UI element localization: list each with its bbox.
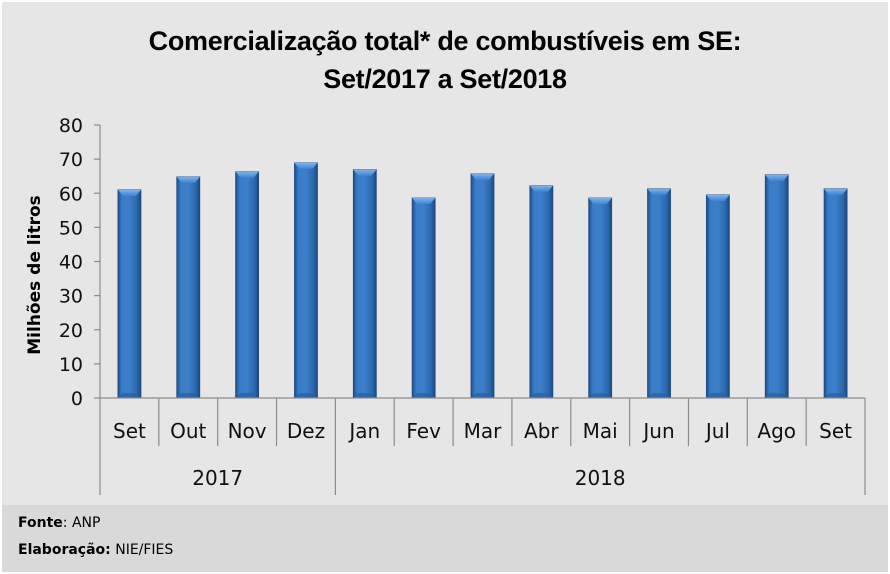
chart-title-block: Comercialização total* de combustíveis e… [0,22,890,98]
bar-cap [176,176,200,183]
bar-body [411,197,436,399]
bar-cap [412,198,436,205]
bar [470,173,495,399]
x-group-label: 2018 [575,466,626,490]
bar-body [352,169,377,399]
bar-body [117,189,142,399]
bar-cap [824,188,848,195]
bar-body [294,162,318,399]
bar-body [764,174,789,399]
x-category-label: Dez [287,419,325,443]
y-axis: 0 10 20 30 40 50 60 70 80 [59,115,101,410]
bar-body [705,194,730,399]
bar-cap [294,162,318,169]
source-label: Fonte [18,515,63,531]
x-category-label: Fev [406,419,441,443]
bar [647,188,671,399]
y-tick-label: 50 [59,217,83,239]
bar [235,171,260,399]
bar [411,197,436,399]
bar [352,169,377,399]
bar-base [706,393,730,398]
bar-base [529,393,553,398]
credit-label: Elaboração: [18,542,111,558]
x-category-label: Set [113,419,146,443]
bar-cap [588,198,612,205]
bar-base [235,393,259,398]
bar-base [294,393,318,398]
bar-body [176,176,201,399]
bar-base [412,393,436,398]
chart-subtitle: Set/2017 a Set/2018 [323,64,567,94]
y-tick-label: 80 [59,115,83,137]
x-category-label: Out [170,419,206,443]
x-category-label: Ago [757,419,796,443]
bar [529,185,554,399]
bar-base [117,393,141,398]
bar-base [176,393,200,398]
bar-cap [471,173,494,180]
bar-body [529,185,554,399]
x-category-label: Nov [228,419,267,443]
bar-cap [529,185,553,192]
credit-line: Elaboração: NIE/FIES [18,542,173,558]
bar-cap [235,171,259,178]
y-tick-label: 10 [59,354,83,376]
bar [294,162,318,399]
bar-base [765,393,789,398]
x-group-label: 2017 [192,466,243,490]
y-tick-label: 30 [59,286,83,308]
bar [823,188,848,399]
bars-group [117,162,848,399]
y-tick-label: 40 [59,252,83,274]
bar-base [353,393,377,398]
bar-base [588,393,612,398]
bar-cap [647,188,671,195]
bar [764,174,789,399]
x-category-label: Abr [524,419,559,443]
source-line: Fonte: ANP [18,515,100,531]
x-category-label: Jan [347,419,380,443]
bar [705,194,730,399]
y-tick-label: 60 [59,183,83,205]
bar [176,176,201,399]
x-category-label: Jun [641,419,674,443]
bar-body [823,188,848,399]
credit-value: NIE/FIES [110,542,174,558]
bar-body [470,173,495,399]
x-category-label: Jul [704,419,730,443]
y-tick-label: 20 [59,320,83,342]
x-axis: Set Out Nov Dez Jan Fev Mar Abr Mai Jun Jul Ago Set 2… [99,397,866,495]
chart-title: Comercialização total* de combustíveis e… [148,26,742,56]
bar [588,197,613,399]
y-axis-title: Milhões de litros [25,195,45,355]
bar-base [824,393,848,398]
bar-body [647,188,671,399]
y-tick-label: 70 [59,149,83,171]
x-category-label: Mai [583,419,618,443]
bar-base [471,393,494,398]
x-category-label: Set [819,419,852,443]
x-category-label: Mar [464,419,503,443]
bar-body [588,197,613,399]
bar-cap [117,189,141,196]
y-tick-label: 0 [71,388,83,410]
bar-cap [706,194,730,201]
bar-cap [765,174,789,181]
bar-cap [353,169,377,176]
source-value: : ANP [62,515,101,531]
footer: Fonte: ANP Elaboração: NIE/FIES [2,505,888,572]
bar-base [647,393,671,398]
bar [117,189,142,399]
bar-body [235,171,260,399]
